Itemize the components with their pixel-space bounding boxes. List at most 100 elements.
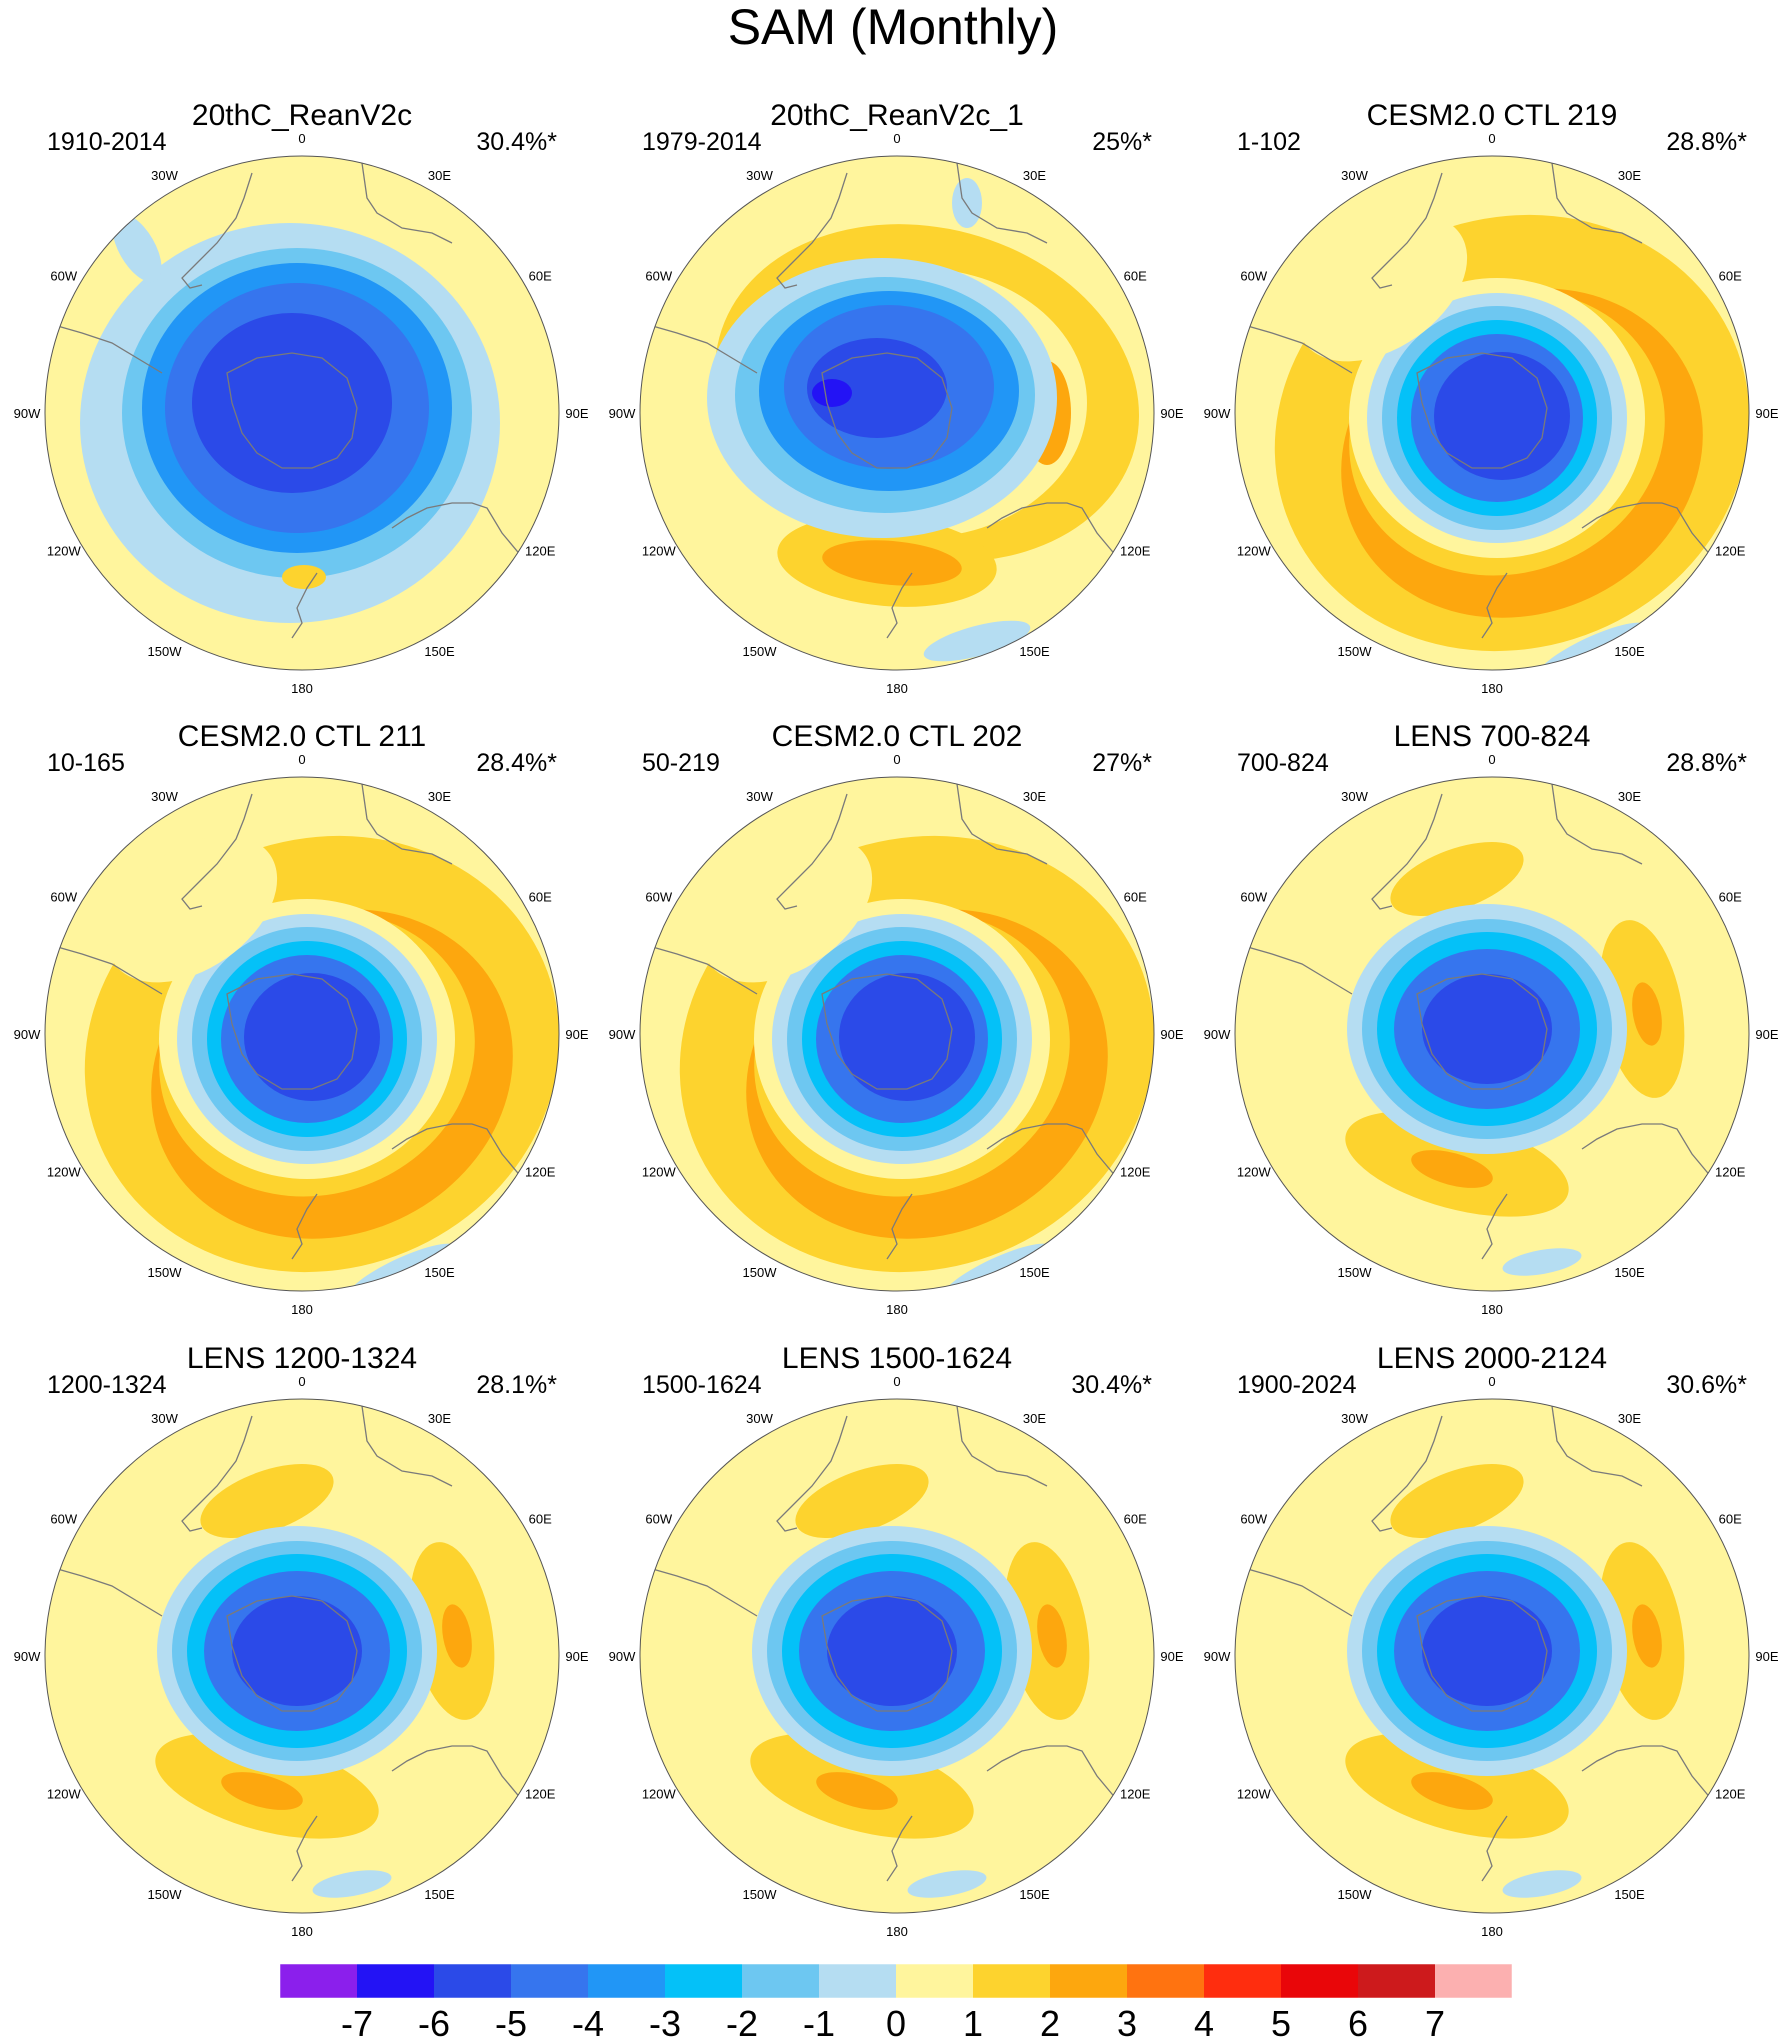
coastline — [1371, 793, 1443, 910]
panel-percent: 28.8%* — [1666, 128, 1747, 156]
map-panel: LENS 2000-2124 1900-2024 30.6%* 0 30E 60E 90E 1… — [1204, 1342, 1779, 1939]
longitude-label: 60E — [1124, 890, 1147, 905]
panel-percent: 30.4%* — [1071, 1371, 1152, 1399]
longitude-label: 150W — [743, 1887, 778, 1902]
coastline — [226, 1595, 358, 1712]
contour-region — [1422, 1596, 1552, 1706]
panel-title: 20thC_ReanV2c_1 — [770, 99, 1024, 132]
coastline — [361, 162, 453, 244]
map-border — [1234, 776, 1750, 1292]
coastline — [1416, 1595, 1548, 1712]
longitude-label: 180 — [1481, 1302, 1503, 1317]
panel-period: 1979-2014 — [642, 128, 762, 156]
contour-region — [282, 565, 326, 589]
colorbar-label: -5 — [495, 2003, 527, 2042]
coastline — [291, 572, 318, 639]
longitude-label: 90E — [1160, 1027, 1183, 1042]
coastline — [1416, 973, 1548, 1090]
coastline — [181, 1415, 253, 1532]
colorbar-label: 4 — [1194, 2003, 1214, 2042]
longitude-label: 30E — [1618, 168, 1641, 183]
longitude-label: 150E — [424, 1887, 455, 1902]
map-panel: CESM2.0 CTL 219 1-102 28.8%* 0 30E 60E 90E 120E… — [1204, 99, 1779, 696]
longitude-label: 120E — [525, 1165, 556, 1180]
longitude-label: 30W — [151, 168, 178, 183]
longitude-label: 120W — [1237, 1165, 1272, 1180]
longitude-label: 90E — [565, 1649, 588, 1664]
colorbar-label: -6 — [418, 2003, 450, 2042]
longitude-label: 150W — [1338, 1265, 1373, 1280]
coastline — [641, 322, 758, 374]
longitude-label: 30E — [1618, 1411, 1641, 1426]
coastline — [46, 322, 163, 374]
map-border — [44, 155, 560, 671]
longitude-label: 0 — [1488, 1374, 1495, 1389]
panel-period: 1200-1324 — [47, 1371, 167, 1399]
longitude-label: 180 — [886, 1302, 908, 1317]
coastline — [361, 1405, 453, 1487]
coastline — [181, 793, 253, 910]
contour-region — [1502, 1248, 1582, 1276]
longitude-label: 0 — [298, 1374, 305, 1389]
panel-period: 1900-2024 — [1237, 1371, 1357, 1399]
map-panel: CESM2.0 CTL 202 50-219 27%* 0 30E 60E 90E 120E 1… — [609, 720, 1184, 1317]
coastline — [776, 172, 848, 289]
contour-region — [952, 178, 982, 228]
colorbar-label: 7 — [1425, 2003, 1445, 2042]
contour-region — [1632, 982, 1662, 1046]
colorbar-label: -7 — [341, 2003, 373, 2042]
longitude-label: 90E — [1755, 1027, 1778, 1042]
longitude-label: 30W — [151, 1411, 178, 1426]
map-panel: LENS 1200-1324 1200-1324 28.1%* 0 30E 60E 90E 1… — [14, 1342, 589, 1939]
longitude-label: 90W — [14, 406, 41, 421]
colorbar-label: -1 — [803, 2003, 835, 2042]
colorbar-swatch — [511, 1964, 588, 1998]
longitude-label: 60E — [529, 269, 552, 284]
colorbar-swatch — [665, 1964, 742, 1998]
longitude-label: 60W — [50, 1512, 77, 1527]
contour-region — [1422, 974, 1552, 1084]
colorbar-label: 3 — [1117, 2003, 1137, 2042]
contour-region — [827, 1596, 957, 1706]
coastline — [821, 352, 953, 469]
contour-region — [1037, 1604, 1067, 1668]
longitude-label: 180 — [1481, 681, 1503, 696]
panel-title: CESM2.0 CTL 202 — [772, 720, 1023, 753]
longitude-label: 0 — [1488, 752, 1495, 767]
longitude-label: 30E — [428, 789, 451, 804]
longitude-label: 0 — [298, 752, 305, 767]
colorbar-swatch — [819, 1964, 896, 1998]
longitude-label: 120W — [1237, 544, 1272, 559]
longitude-label: 30E — [1023, 168, 1046, 183]
longitude-label: 0 — [893, 752, 900, 767]
coastline — [361, 783, 453, 865]
contour-region — [1632, 1604, 1662, 1668]
longitude-label: 180 — [886, 681, 908, 696]
longitude-label: 30E — [1618, 789, 1641, 804]
longitude-label: 150E — [1614, 1265, 1645, 1280]
longitude-label: 60E — [1719, 269, 1742, 284]
contour-region — [812, 379, 852, 407]
longitude-label: 150E — [1019, 644, 1050, 659]
longitude-label: 150W — [743, 644, 778, 659]
longitude-label: 90E — [1755, 1649, 1778, 1664]
map-panels: 20thC_ReanV2c 1910-2014 30.4%* 0 30E 60E 90E 12… — [14, 99, 1779, 1939]
longitude-label: 90W — [14, 1027, 41, 1042]
longitude-label: 120E — [1715, 1165, 1746, 1180]
map-border — [639, 1398, 1155, 1914]
longitude-label: 90E — [1755, 406, 1778, 421]
longitude-label: 150W — [1338, 644, 1373, 659]
coastline — [226, 973, 358, 1090]
coastline — [291, 1815, 318, 1882]
longitude-label: 150E — [1614, 644, 1645, 659]
colorbar-label: 1 — [963, 2003, 983, 2042]
longitude-label: 60W — [645, 1512, 672, 1527]
colorbar-swatch — [973, 1964, 1050, 1998]
coastline — [1551, 162, 1643, 244]
colorbar-label: 0 — [886, 2003, 906, 2042]
longitude-label: 30W — [746, 1411, 773, 1426]
longitude-label: 90E — [565, 406, 588, 421]
colorbar-swatch — [1358, 1964, 1435, 1998]
colorbar-label: 2 — [1040, 2003, 1060, 2042]
